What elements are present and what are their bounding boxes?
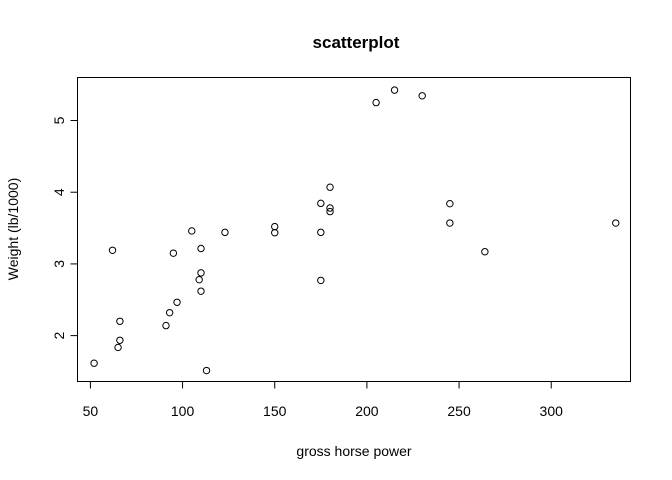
scatter-point: [197, 269, 205, 277]
scatter-point: [162, 321, 170, 330]
chart-title: scatterplot: [313, 33, 400, 52]
scatter-point: [108, 246, 117, 254]
scatter-point: [169, 249, 178, 257]
scatter-point: [446, 199, 454, 208]
scatter-point: [326, 207, 334, 216]
scatter-point: [372, 98, 380, 107]
scatter-point: [612, 219, 620, 227]
scatter-point: [271, 222, 279, 231]
plot-frame: [77, 77, 631, 382]
scatter-point: [173, 298, 181, 306]
scatter-point: [446, 219, 454, 227]
y-tick-label: 2: [51, 332, 67, 340]
scatter-point: [317, 228, 325, 237]
scatter-point: [418, 92, 426, 100]
scatter-point: [165, 308, 174, 317]
scatter-point: [202, 366, 211, 375]
x-tick-label: 100: [171, 403, 195, 419]
scatter-point: [271, 229, 279, 237]
data-points: [90, 86, 620, 375]
scatter-point: [390, 86, 399, 94]
y-tick-label: 3: [51, 260, 67, 268]
scatter-point: [188, 227, 196, 235]
x-axis: 50 100 150 200 250 300: [83, 381, 564, 419]
scatter-point: [197, 287, 205, 295]
x-tick-label: 250: [447, 403, 471, 419]
scatter-point: [114, 343, 122, 352]
scatter-point: [197, 244, 205, 253]
y-axis-label: Weight (lb/1000): [5, 178, 21, 280]
scatter-point: [326, 204, 334, 212]
scatter-point: [195, 275, 203, 284]
y-tick-label: 5: [51, 116, 67, 124]
scatter-point: [317, 276, 325, 285]
x-tick-label: 50: [83, 403, 99, 419]
scatter-point: [116, 317, 124, 325]
y-tick-label: 4: [51, 188, 67, 196]
scatter-point: [90, 359, 98, 367]
x-axis-label: gross horse power: [296, 443, 412, 459]
scatter-point: [221, 228, 229, 237]
scatter-point: [481, 248, 489, 256]
scatter-point: [326, 183, 334, 191]
x-tick-label: 150: [263, 403, 287, 419]
scatter-point: [116, 336, 124, 344]
y-axis: 2 3 4 5: [51, 116, 78, 340]
scatter-point: [317, 199, 325, 208]
x-tick-label: 300: [540, 403, 564, 419]
x-tick-label: 200: [355, 403, 379, 419]
